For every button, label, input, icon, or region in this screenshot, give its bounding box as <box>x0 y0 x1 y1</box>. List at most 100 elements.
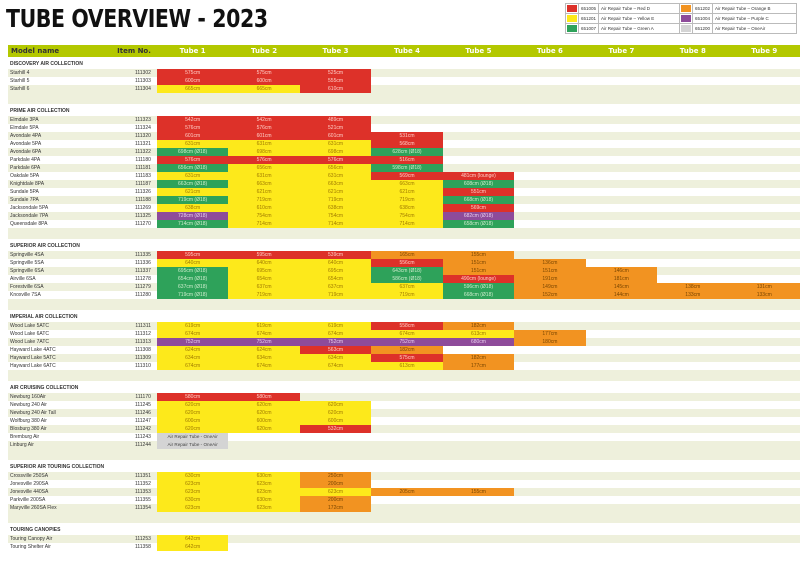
column-header: Tube 3 <box>322 47 349 55</box>
tube-cell: 145cm <box>585 283 658 291</box>
item-number: 111311 <box>135 323 151 329</box>
tube-cell: 714cm (Ø18) <box>156 220 229 228</box>
tube-cell <box>371 425 442 433</box>
model-name: Elmdale 5PA <box>10 125 39 131</box>
tube-cell <box>514 180 585 188</box>
tube-cell <box>514 220 585 228</box>
table-row: Touring Shelter Air 111358 642cm <box>8 543 800 551</box>
tube-cell <box>586 69 657 77</box>
legend-swatch <box>678 3 693 14</box>
tube-cell: 601cm <box>156 132 229 140</box>
legend-swatch <box>565 3 579 14</box>
tube-cell <box>443 480 514 488</box>
tube-cell <box>729 85 800 93</box>
tube-cell <box>514 354 585 362</box>
tube-cell <box>586 220 657 228</box>
tube-cell <box>371 433 442 441</box>
tube-cell <box>657 322 728 330</box>
tube-cell: 191cm <box>514 275 586 283</box>
tube-cell <box>514 535 585 543</box>
tube-cell <box>586 393 657 401</box>
table-row: Wood Lake 7ATC 111313 752cm 752cm 752cm 752cm… <box>8 338 800 346</box>
tube-cell: 719cm (Ø18) <box>156 291 229 299</box>
tube-cell <box>514 116 585 124</box>
tube-cell <box>729 132 800 140</box>
tube-cell <box>657 362 728 370</box>
tube-cell <box>514 251 585 259</box>
table-row: Parkdale 6PA 111181 656cm (Ø18) 656cm 656cm 5… <box>8 164 800 172</box>
tube-cell <box>729 338 800 346</box>
section-title: PRIME AIR COLLECTION <box>10 108 70 114</box>
table-row: Blosburg 380 Air 111242 620cm 620cm 532cm <box>8 425 800 433</box>
tube-cell: 668cm (Ø18) <box>442 291 515 299</box>
tube-cell <box>228 543 299 551</box>
tube-cell <box>514 69 585 77</box>
legend-swatch <box>678 13 693 24</box>
item-number: 111269 <box>134 205 151 211</box>
tube-cell <box>514 472 585 480</box>
tube-cell <box>729 504 800 512</box>
tube-cell <box>300 393 371 401</box>
tube-cell <box>371 401 442 409</box>
table-row: Jacksondale 7PA 111325 728cm (Ø18) 754cm 754… <box>8 212 800 220</box>
tube-cell <box>514 417 585 425</box>
tube-cell <box>514 212 585 220</box>
model-name: Linburg Air <box>10 442 34 448</box>
tube-cell: 695cm <box>228 267 300 275</box>
tube-cell: 637cm <box>371 283 443 291</box>
tube-cell: 674cm <box>228 362 300 370</box>
tube-cell: 569cm <box>442 204 515 212</box>
tube-cell: 640cm <box>156 259 229 267</box>
tube-cell: 598cm (Ø18) <box>371 164 443 172</box>
legend-label: Air Repair Tube – Purple C <box>711 13 798 24</box>
tube-cell: 205cm <box>371 488 443 496</box>
column-header: Tube 6 <box>536 47 563 55</box>
table-row: Starhill 6 111304 665cm 665cm 610cm <box>8 85 800 93</box>
tube-cell <box>586 140 657 148</box>
tube-cell <box>371 543 442 551</box>
tube-cell <box>371 69 442 77</box>
tube-cell <box>729 251 800 259</box>
tube-cell <box>443 69 514 77</box>
item-number: 111312 <box>134 331 151 337</box>
model-name: Forestville 6SA <box>10 284 44 290</box>
table-row: Hayward Lake 6ATC 111310 674cm 674cm 674cm 61… <box>8 362 800 370</box>
tube-cell <box>657 543 728 551</box>
tube-cell: 489cm <box>299 116 372 124</box>
tube-cell: 624cm <box>156 346 229 354</box>
tube-cell: 663cm (Ø18) <box>156 180 229 188</box>
tube-cell <box>657 251 728 259</box>
tube-cell <box>228 433 299 441</box>
tube-cell: 619cm <box>228 322 300 330</box>
section-spacer <box>8 93 800 104</box>
tube-cell: 182cm <box>442 322 515 330</box>
tube-cell <box>657 164 728 172</box>
item-number: 111180 <box>135 157 151 163</box>
tube-cell <box>228 535 299 543</box>
tube-cell <box>443 472 514 480</box>
tube-cell: 719cm <box>371 291 443 299</box>
tube-cell: 656cm (Ø18) <box>156 164 229 172</box>
item-number: 111320 <box>134 133 151 139</box>
tube-cell <box>514 409 585 417</box>
table-row: Elmdale 3PA 111323 542cm 542cm 489cm <box>8 116 800 124</box>
table-row: Wood Lake 6ATC 111312 674cm 674cm 674cm 674cm… <box>8 330 800 338</box>
tube-cell <box>586 322 657 330</box>
section-title: DISCOVERY AIR COLLECTION <box>10 61 83 67</box>
tube-cell: 719cm <box>228 291 300 299</box>
tube-cell <box>657 196 728 204</box>
tube-cell <box>586 116 657 124</box>
tube-cell: 619cm <box>156 322 229 330</box>
tube-cell: 719cm <box>371 196 443 204</box>
item-number: 111355 <box>134 497 151 503</box>
model-name: Maryville 260SA Flex <box>10 505 57 511</box>
tube-cell: 575cm <box>228 69 300 77</box>
item-number: 111352 <box>134 481 151 487</box>
column-header-row: Model name Item No. Tube 1 Tube 2 Tube 3 Tube… <box>8 45 800 57</box>
item-number: 111335 <box>134 252 151 258</box>
tube-cell: 200cm <box>299 496 372 504</box>
legend-label: Air Repair Tube – Red D <box>598 3 680 14</box>
tube-cell: 634cm <box>156 354 229 362</box>
tube-cell: 630cm <box>156 472 229 480</box>
tube-cell <box>729 148 800 156</box>
